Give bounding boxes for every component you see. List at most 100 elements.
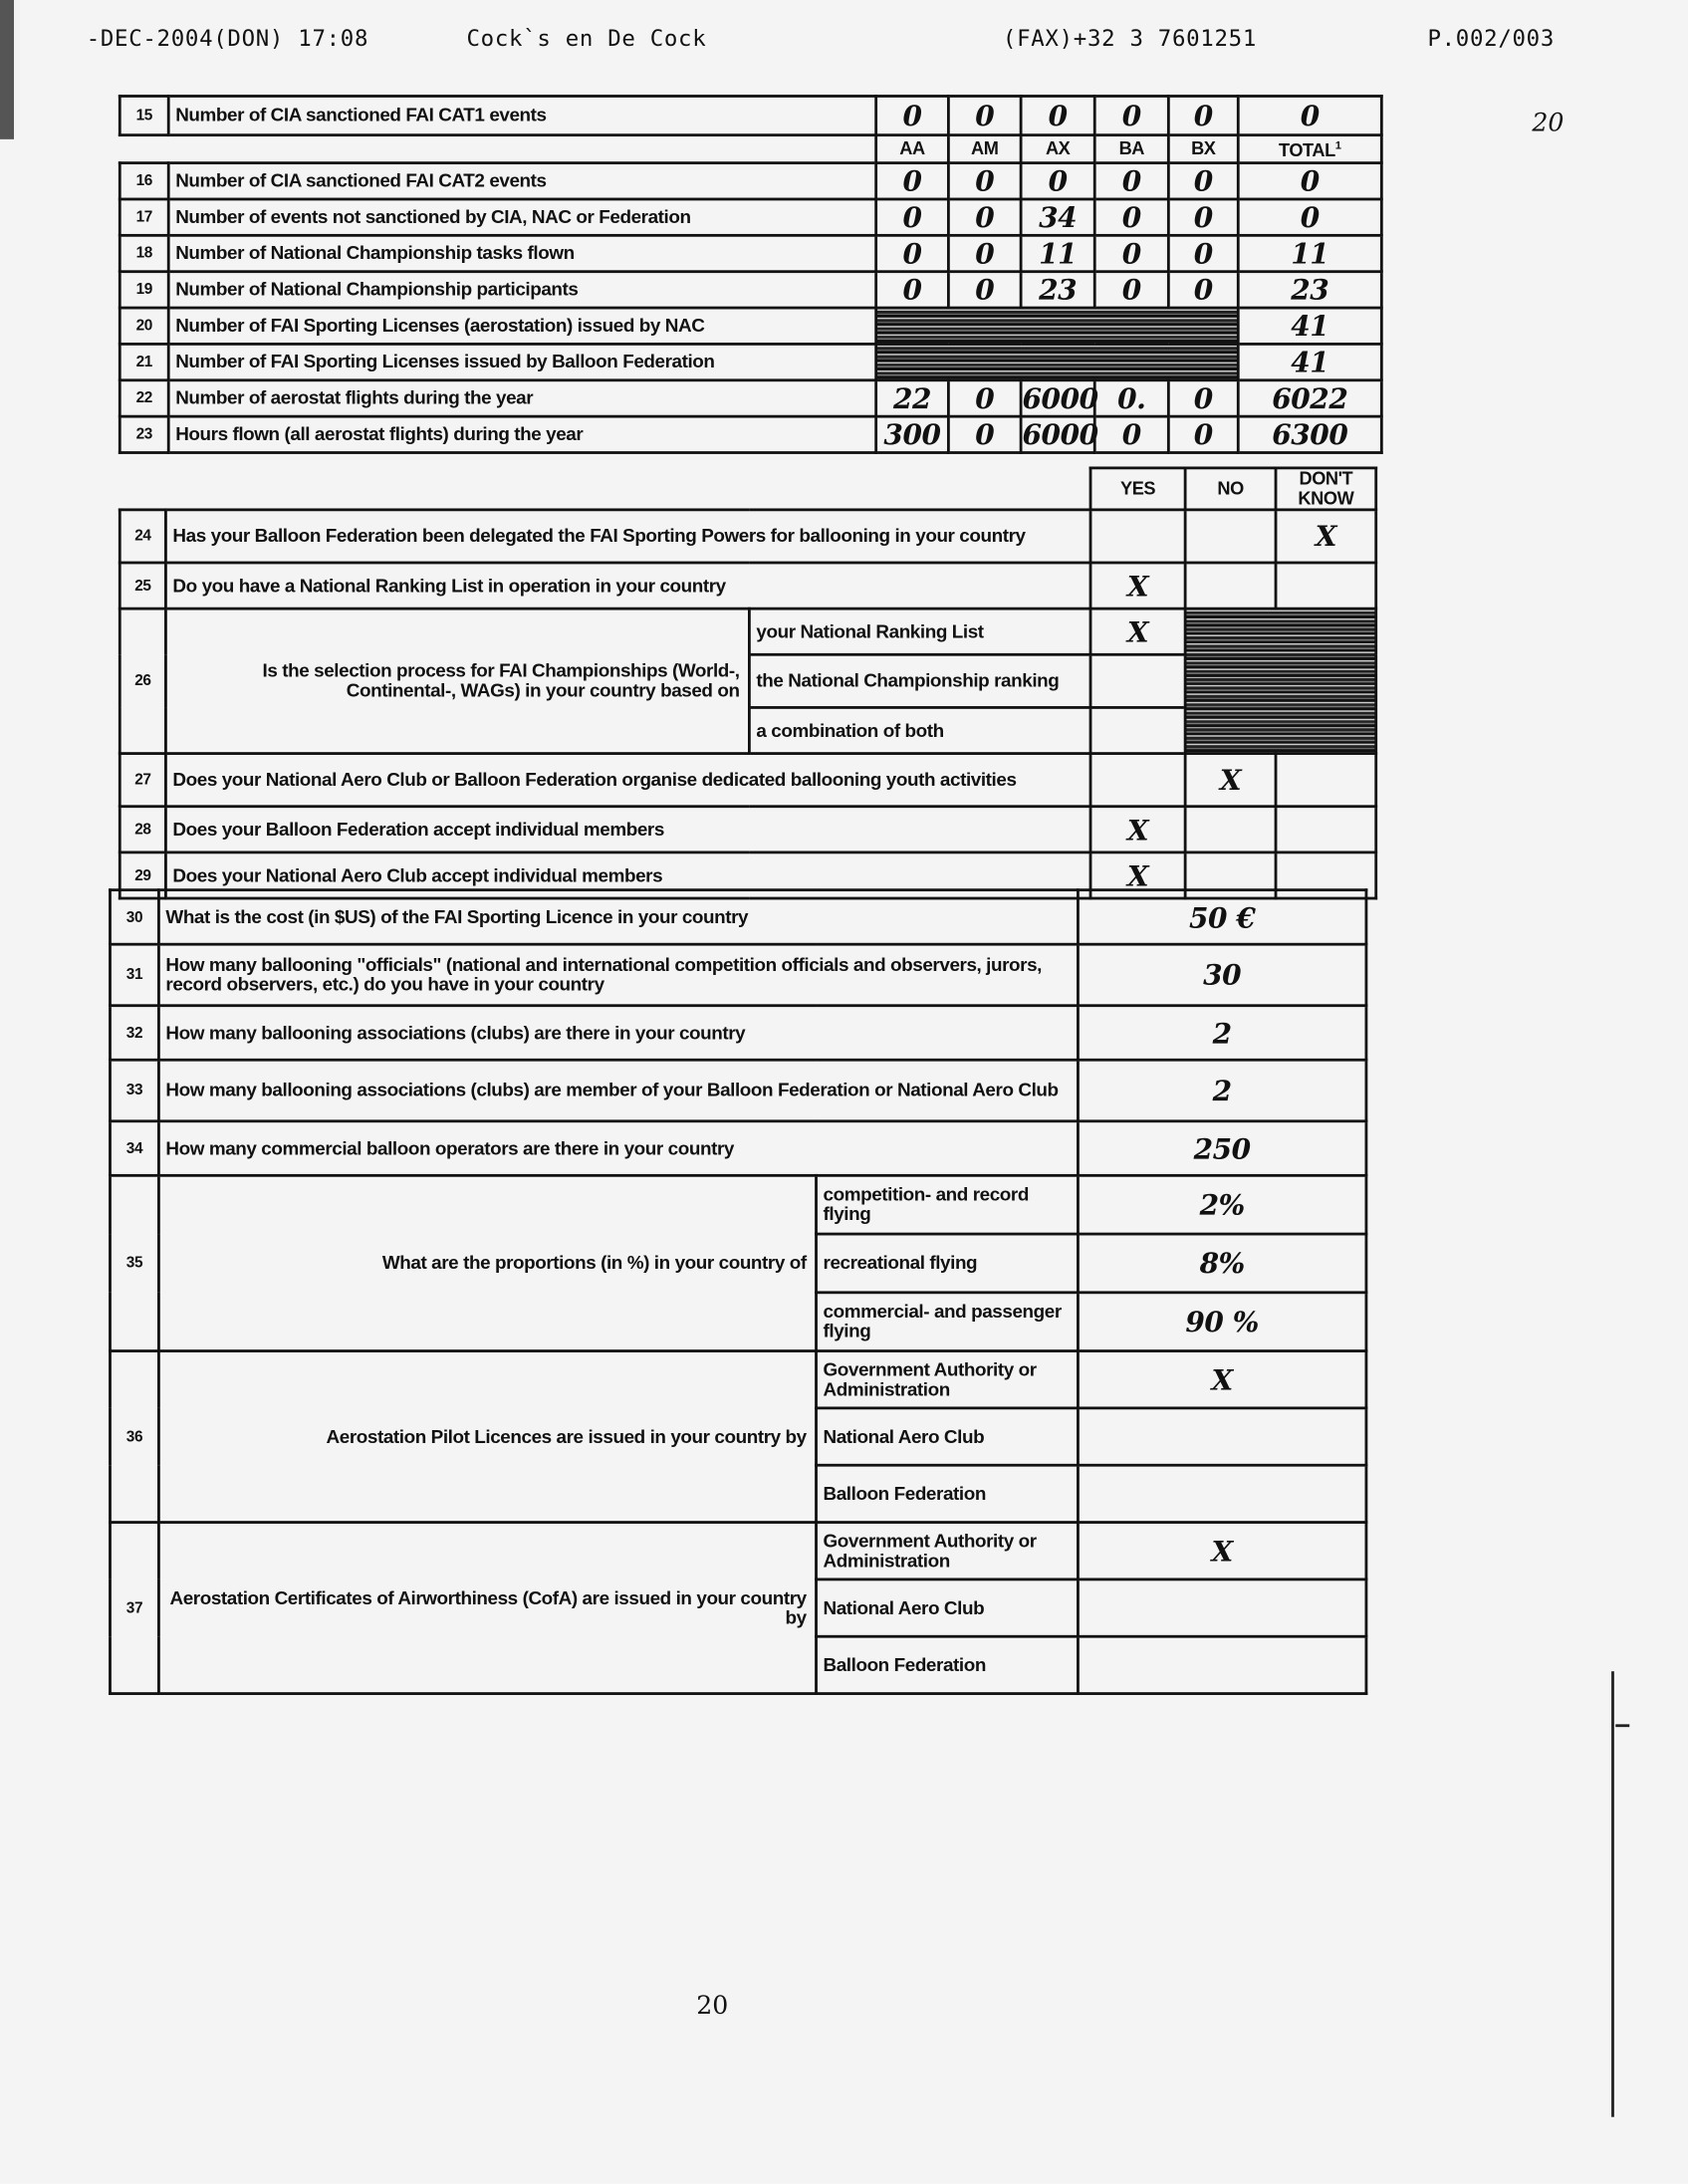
question-number: 26 <box>118 607 167 755</box>
question-row-36-option: Balloon Federation <box>110 1463 1368 1524</box>
answer-value[interactable] <box>1077 1577 1368 1638</box>
answer-don-t-know[interactable] <box>1274 752 1378 809</box>
answer-no[interactable] <box>1183 508 1278 565</box>
question-label: Number of events not sanctioned by CIA, … <box>166 197 878 237</box>
option-label: the National Championship ranking <box>747 652 1092 709</box>
answer-total[interactable]: 41 <box>1236 343 1383 382</box>
scan-edge <box>0 0 14 139</box>
answer-total[interactable]: 0 <box>1236 95 1383 137</box>
answer-yes[interactable]: X <box>1088 805 1187 854</box>
answer-don-t-know[interactable]: X <box>1274 508 1378 565</box>
answer-ba[interactable]: 0. <box>1092 378 1170 418</box>
question-row-37-option: Balloon Federation <box>110 1634 1368 1695</box>
answer-am[interactable]: 0 <box>946 233 1023 274</box>
answer-bx[interactable]: 0 <box>1166 414 1240 454</box>
answer-aa[interactable]: 0 <box>874 270 950 310</box>
answer-ba[interactable]: 0 <box>1092 414 1170 454</box>
answer-don-t-know[interactable] <box>1274 805 1378 854</box>
option-label: Balloon Federation <box>815 1634 1080 1695</box>
question-label: Number of CIA sanctioned FAI CAT2 events <box>166 161 878 201</box>
answer-ba[interactable]: 0 <box>1092 197 1170 237</box>
answer-ba[interactable]: 0 <box>1092 161 1170 201</box>
column-label: TOTAL <box>1278 139 1335 161</box>
answer-ax[interactable]: 11 <box>1019 233 1096 274</box>
answer-yes[interactable] <box>1088 508 1187 565</box>
answer-value[interactable]: 8% <box>1077 1232 1368 1295</box>
answer-total[interactable]: 41 <box>1236 306 1383 346</box>
answer-am[interactable]: 0 <box>946 161 1023 201</box>
answer-total[interactable]: 6300 <box>1236 414 1383 454</box>
question-label: How many commercial balloon operators ar… <box>157 1119 1080 1177</box>
option-label: National Aero Club <box>815 1577 1080 1638</box>
answer-value[interactable]: 90 % <box>1077 1291 1368 1352</box>
question-number: 25 <box>118 561 167 610</box>
answer-ax[interactable]: 0 <box>1019 161 1096 201</box>
answer-bx[interactable]: 0 <box>1166 95 1240 137</box>
answer-aa[interactable]: 22 <box>874 378 950 418</box>
answer-yes[interactable]: X <box>1088 561 1187 610</box>
answer-am[interactable]: 0 <box>946 414 1023 454</box>
answer-value[interactable] <box>1077 1463 1368 1524</box>
answer-total[interactable]: 23 <box>1236 270 1383 310</box>
answer-total[interactable]: 6022 <box>1236 378 1383 418</box>
answer-no[interactable]: X <box>1183 752 1278 809</box>
answer-value[interactable]: 30 <box>1077 942 1368 1008</box>
question-row-35-option: 35 What are the proportions (in %) in you… <box>109 1173 1368 1352</box>
answer-am[interactable]: 0 <box>946 197 1023 237</box>
answer-no[interactable] <box>1183 561 1278 610</box>
answer-yes[interactable] <box>1088 706 1187 755</box>
answer-yes[interactable] <box>1088 652 1187 709</box>
answer-value[interactable]: 250 <box>1077 1119 1368 1177</box>
answer-bx[interactable]: 0 <box>1166 378 1240 418</box>
answer-am[interactable]: 0 <box>946 378 1023 418</box>
answer-ba[interactable]: 0 <box>1092 270 1170 310</box>
answer-yes[interactable]: X <box>1088 607 1187 656</box>
answer-total[interactable]: 0 <box>1236 161 1383 201</box>
question-label: Does your National Aero Club or Balloon … <box>164 752 1092 809</box>
question-number: 27 <box>118 752 167 809</box>
question-row-34: 34 How many commercial balloon operators … <box>109 1119 1368 1177</box>
answer-value[interactable]: 2% <box>1077 1173 1368 1236</box>
answer-value[interactable]: 2 <box>1077 1004 1368 1062</box>
answer-ba[interactable]: 0 <box>1092 95 1170 137</box>
column-label: AA <box>899 137 925 159</box>
question-number: 23 <box>118 414 170 454</box>
answer-bx[interactable]: 0 <box>1166 270 1240 310</box>
answer-ax[interactable]: 6000 <box>1019 414 1098 454</box>
answer-value[interactable]: 2 <box>1077 1058 1368 1123</box>
column-header-no: NO <box>1183 466 1278 512</box>
answer-aa[interactable]: 0 <box>874 161 950 201</box>
question-label: Number of FAI Sporting Licenses (aerosta… <box>166 306 878 346</box>
answer-value[interactable]: 50 € <box>1077 888 1368 946</box>
answer-yes[interactable] <box>1088 752 1187 809</box>
answer-value[interactable] <box>1077 1634 1368 1695</box>
answer-ax[interactable]: 34 <box>1019 197 1096 237</box>
question-label: Does your Balloon Federation accept indi… <box>164 805 1092 854</box>
answer-ba[interactable]: 0 <box>1092 233 1170 274</box>
answer-ax[interactable]: 0 <box>1019 95 1096 137</box>
answer-total[interactable]: 11 <box>1236 233 1383 274</box>
question-row-36-option: 36 Aerostation Pilot Licences are issued … <box>109 1349 1368 1524</box>
question-label: Aerostation Pilot Licences are issued in… <box>157 1349 818 1524</box>
answer-ax[interactable]: 23 <box>1019 270 1096 310</box>
answer-value[interactable]: X <box>1077 1521 1368 1581</box>
answer-don-t-know[interactable] <box>1274 561 1378 610</box>
answer-am[interactable]: 0 <box>946 95 1023 137</box>
answer-aa[interactable]: 0 <box>874 95 950 137</box>
option-label: competition- and record flying <box>815 1173 1080 1236</box>
answer-aa[interactable]: 0 <box>874 197 950 237</box>
answer-value[interactable] <box>1077 1406 1368 1467</box>
answer-total[interactable]: 0 <box>1236 197 1383 237</box>
answer-aa[interactable]: 300 <box>874 414 950 454</box>
question-row-16: 16 Number of CIA sanctioned FAI CAT2 even… <box>118 161 1383 201</box>
answer-bx[interactable]: 0 <box>1166 161 1240 201</box>
answer-ax[interactable]: 6000 <box>1019 378 1098 418</box>
question-number: 31 <box>109 942 160 1008</box>
answer-aa[interactable]: 0 <box>874 233 950 274</box>
answer-value[interactable]: X <box>1077 1349 1368 1410</box>
answer-bx[interactable]: 0 <box>1166 233 1240 274</box>
answer-am[interactable]: 0 <box>946 270 1023 310</box>
question-row-17: 17 Number of events not sanctioned by CIA… <box>118 197 1383 237</box>
answer-no[interactable] <box>1183 805 1278 854</box>
answer-bx[interactable]: 0 <box>1166 197 1240 237</box>
